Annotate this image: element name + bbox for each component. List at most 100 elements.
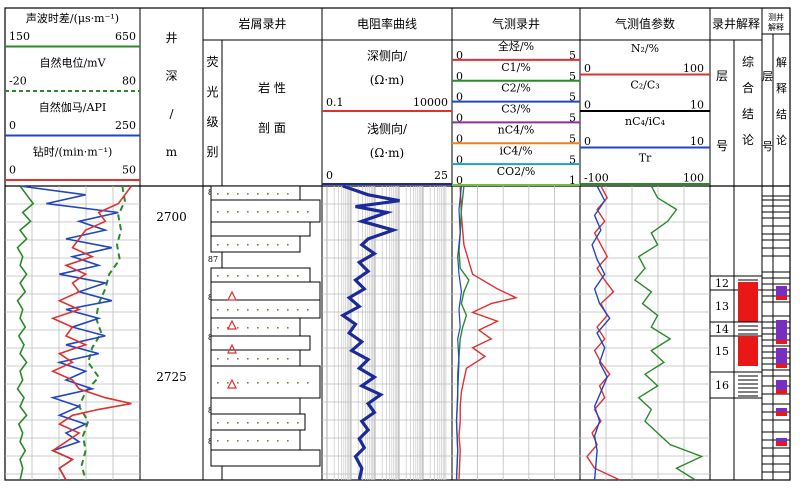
log-interp-red-mark xyxy=(776,390,787,394)
lithology-grain-dot xyxy=(227,211,229,213)
sp-curve xyxy=(77,185,126,481)
lithology-bed xyxy=(210,317,301,337)
oil-show-triangle xyxy=(227,378,237,389)
fluorescence-label: 荧 xyxy=(206,55,218,69)
gas-scale-max: 5 xyxy=(569,153,576,166)
mudlog-conclusion-header: 综 xyxy=(742,55,754,69)
fluorescence-label: 级 xyxy=(206,115,218,129)
param-scale-max: 10 xyxy=(690,99,704,112)
log-layer-header: 号 xyxy=(762,140,773,153)
curve-scale-min: 150 xyxy=(9,30,30,43)
lithology-grain-dot xyxy=(247,193,249,195)
lithology-grain-dot xyxy=(287,211,289,213)
lithology-grain-dot xyxy=(287,244,289,246)
lithology-grain-dot xyxy=(217,193,219,195)
lithology-grain-dot xyxy=(257,382,259,384)
fluorescence-label: 光 xyxy=(206,85,218,99)
lithology-grain-dot xyxy=(277,422,279,424)
depth-tick-label: 2725 xyxy=(156,370,187,384)
param-scale-max: 10 xyxy=(690,135,704,148)
mudlog-conclusion-fill xyxy=(738,336,758,366)
lithology-grain-dot xyxy=(227,327,229,329)
resistivity-scale-min: 0 xyxy=(326,169,333,182)
mudlog-conclusion-header: 合 xyxy=(742,80,754,95)
gas-scale-min: 0 xyxy=(456,174,463,187)
lithology-grain-dot xyxy=(217,440,219,442)
gas-scale-name: 全烃/% xyxy=(498,39,534,53)
lithology-grain-dot xyxy=(247,440,249,442)
lithology-grain-dot xyxy=(287,327,289,329)
lithology-bed xyxy=(210,335,311,351)
gas-scale-name: nC4/% xyxy=(498,123,535,136)
lithology-bed xyxy=(210,185,301,201)
lithology-bed xyxy=(210,397,301,415)
lithology-grain-dot xyxy=(237,358,239,360)
curve-scale-max: 50 xyxy=(122,164,136,177)
param-scale-name: C₂/C₃ xyxy=(630,79,659,92)
lithology-grain-dot xyxy=(247,244,249,246)
oil-show-triangle xyxy=(227,343,237,354)
lithology-grain-dot xyxy=(237,193,239,195)
log-conclusion-header: 释 xyxy=(776,82,787,95)
lithology-grain-dot xyxy=(237,275,239,277)
gas-scale-name: C1/% xyxy=(501,61,531,74)
resistivity-scale-max: 25 xyxy=(434,169,448,182)
log-conclusion-header: 论 xyxy=(776,133,787,147)
lithology-grain-dot xyxy=(237,327,239,329)
lithology-bed xyxy=(210,449,321,467)
lithology-grain-dot xyxy=(227,275,229,277)
c2-c3-ratio-curve xyxy=(591,185,611,481)
oil-show-triangle xyxy=(227,290,237,301)
lithology-grain-dot xyxy=(287,440,289,442)
log-interp-marker xyxy=(776,380,787,394)
lithology-grain-dot xyxy=(297,275,299,277)
lithology-grain-dot xyxy=(267,327,269,329)
lithology-bed xyxy=(210,429,301,451)
gas-scale-min: 0 xyxy=(456,112,463,125)
outer-frame xyxy=(4,7,791,481)
lithology-grain-dot xyxy=(237,309,239,311)
lithology-profile-label: 剖 面 xyxy=(258,121,286,135)
lithology-grain-dot xyxy=(257,211,259,213)
mudlog-layer-number: 12 xyxy=(715,277,729,290)
param-scale-min: -100 xyxy=(584,172,609,185)
drill-time-curve xyxy=(50,185,133,481)
param-scale-max: 100 xyxy=(683,62,704,75)
fluorescence-grade: 87 xyxy=(208,255,218,264)
gas-scale-name: C3/% xyxy=(501,103,531,116)
param-scale-min: 0 xyxy=(584,99,591,112)
acoustic-curve xyxy=(16,185,35,481)
mudlog-conclusion-fill xyxy=(738,282,758,290)
lithology-grain-dot xyxy=(247,382,249,384)
lithology-profile-label: 岩 性 xyxy=(258,80,286,95)
resistivity-track-title: 电阻率曲线 xyxy=(357,16,417,31)
fluorescence-label: 别 xyxy=(206,145,218,159)
total-gas-curve xyxy=(458,185,519,481)
lithology-grain-dot xyxy=(277,440,279,442)
lithology-grain-dot xyxy=(237,244,239,246)
lithology-grain-dot xyxy=(287,309,289,311)
lithology-grain-dot xyxy=(247,275,249,277)
shallow-laterolog-curve xyxy=(339,184,400,481)
param-scale-name: Tr xyxy=(639,152,652,165)
depth-tick-label: 2700 xyxy=(156,210,187,224)
gas-scale-min: 0 xyxy=(456,70,463,83)
gas-track-title: 气测录井 xyxy=(492,16,540,31)
n2-curve xyxy=(586,185,621,481)
param-scale-min: 0 xyxy=(584,135,591,148)
lithology-grain-dot xyxy=(217,275,219,277)
gas-scale-max: 5 xyxy=(569,91,576,104)
lithology-bed xyxy=(210,267,311,283)
gas-scale-min: 0 xyxy=(456,91,463,104)
lithology-grain-dot xyxy=(257,327,259,329)
curve-scale-max: 80 xyxy=(122,75,136,88)
lithology-grain-dot xyxy=(277,358,279,360)
lithology-grain-dot xyxy=(227,422,229,424)
gas-scale-min: 0 xyxy=(456,49,463,62)
lithology-bed xyxy=(210,221,311,237)
curve-scale-min: 0 xyxy=(9,164,16,177)
lithology-grain-dot xyxy=(237,382,239,384)
oil-show-triangle xyxy=(227,319,237,330)
lithology-grain-dot xyxy=(217,358,219,360)
